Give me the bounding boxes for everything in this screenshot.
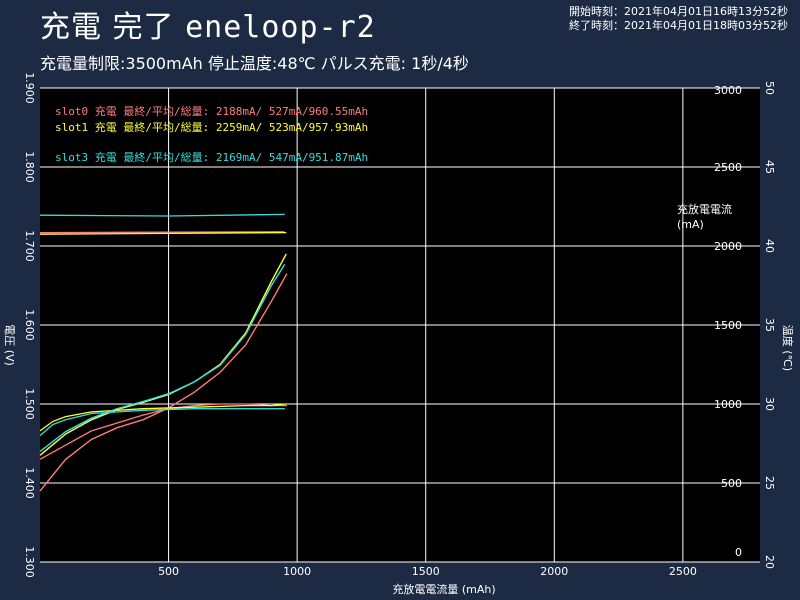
voltage-tick-label: 1.900 [23, 72, 36, 104]
y-axis-label-current: 充放電電流 (mA) [677, 202, 732, 231]
page-title: 充電 完了 eneloop-r2 [40, 2, 376, 46]
voltage-line-slot1 [39, 253, 287, 456]
temp-tick-label: 45 [763, 160, 776, 174]
y-axis-label-temperature: 温度 (℃) [781, 325, 795, 371]
temp-line-slot3 [39, 408, 285, 437]
voltage-tick-label: 1.600 [23, 309, 36, 341]
voltage-tick-label: 1.700 [23, 230, 36, 262]
voltage-tick-label: 1.500 [23, 388, 36, 420]
voltage-tick-label: 1.300 [23, 546, 36, 578]
current-label-line: 充放電電流 [677, 202, 732, 216]
end-time: 終了時刻：2021年04月01日18時03分52秒 [569, 19, 788, 32]
x-tick-label: 500 [158, 565, 179, 578]
x-tick-label: 1000 [283, 565, 311, 578]
legend-entry: slot0 充電 最終/平均/総量: 2188mA/ 527mA/960.55m… [55, 104, 368, 118]
legend-entry: slot3 充電 最終/平均/総量: 2169mA/ 547mA/951.87m… [55, 150, 368, 164]
x-tick-label: 1500 [412, 565, 440, 578]
charge-status: 充電 完了 [40, 10, 175, 45]
x-tick-label: 2500 [669, 565, 697, 578]
voltage-tick-label: 1.800 [23, 151, 36, 183]
temp-tick-label: 50 [763, 81, 776, 95]
current-line-slot0 [39, 231, 285, 234]
voltage-tick-label: 1.400 [23, 467, 36, 499]
current-tick-label: 2000 [714, 240, 742, 253]
charge-settings: 充電量制限:3500mAh 停止温度:48℃ パルス充電: 1秒/4秒 [40, 54, 469, 73]
current-tick-label: 1000 [714, 398, 742, 411]
temp-tick-label: 30 [763, 397, 776, 411]
temp-tick-label: 35 [763, 318, 776, 332]
y-axis-label-voltage: 電圧 (V) [3, 324, 16, 366]
tick-layer: 500 1000 1500 2000 25001.3001.4001.5001.6001… [23, 72, 776, 578]
current-tick-label: 3000 [714, 84, 742, 97]
temp-tick-label: 25 [763, 476, 776, 490]
current-tick-label: 1500 [714, 319, 742, 332]
legend-entry: slot1 充電 最終/平均/総量: 2259mA/ 523mA/957.93m… [55, 120, 368, 134]
series-layer [39, 213, 288, 492]
current-line-slot3 [39, 213, 285, 217]
x-tick-label: 2000 [540, 565, 568, 578]
voltage-line-slot3 [39, 263, 286, 452]
current-tick-label: 500 [721, 477, 742, 490]
start-time: 開始時刻：2021年04月01日16時13分52秒 [569, 5, 788, 18]
current-tick-label: 2500 [714, 161, 742, 174]
grid [40, 87, 760, 563]
battery-name: eneloop-r2 [185, 10, 376, 45]
current-label-line: (mA) [677, 218, 704, 231]
x-axis-label: 充放電電流量 (mAh) [392, 582, 495, 596]
current-tick-label: 0 [735, 546, 742, 559]
temp-line-slot1 [39, 403, 287, 432]
temp-tick-label: 20 [763, 555, 776, 569]
temp-tick-label: 40 [763, 239, 776, 253]
current-line-slot1 [39, 231, 287, 235]
legend: slot0 充電 最終/平均/総量: 2188mA/ 527mA/960.55m… [55, 104, 368, 164]
